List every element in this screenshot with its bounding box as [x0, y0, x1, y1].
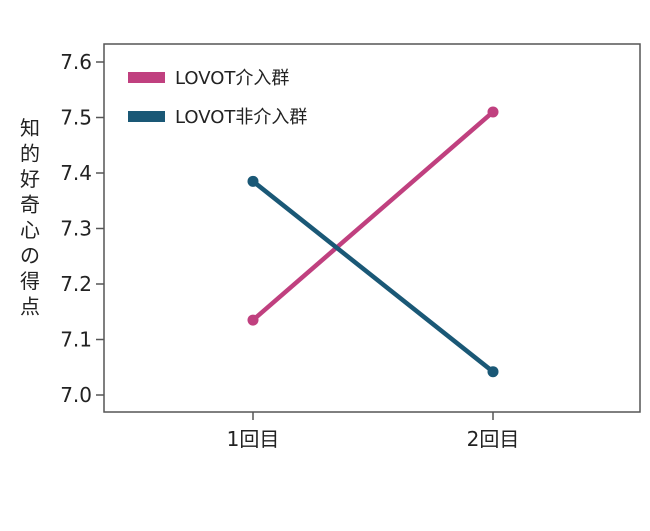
series-line-0	[250, 109, 496, 323]
legend-label: LOVOT介入群	[175, 68, 289, 89]
legend: LOVOT介入群 LOVOT非介入群	[128, 68, 307, 128]
legend-label: LOVOT非介入群	[175, 107, 307, 128]
y-tick-label: 7.5	[60, 106, 92, 130]
x-tick-label: 2回目	[467, 427, 520, 451]
y-tick-label: 7.4	[60, 161, 92, 185]
legend-swatch	[128, 111, 165, 122]
y-tick-label: 7.3	[60, 217, 92, 241]
data-point-0-1	[487, 106, 499, 118]
y-axis-title-text: 知的好奇心の得点	[20, 116, 40, 319]
y-axis: 7.0 7.1 7.2 7.3 7.4 7.5 7.6	[60, 50, 104, 407]
data-point-0-0	[247, 314, 259, 326]
y-tick-label: 7.0	[60, 383, 92, 407]
y-axis-title: 知的好奇心の得点	[20, 116, 40, 319]
y-tick-label: 7.2	[60, 272, 92, 296]
legend-swatch	[128, 72, 165, 83]
y-tick-label: 7.1	[60, 328, 92, 352]
data-point-1-0	[247, 175, 259, 187]
x-axis: 1回目 2回目	[227, 412, 520, 451]
data-point-1-1	[487, 366, 499, 378]
plot-frame	[103, 43, 641, 413]
y-tick-label: 7.6	[60, 50, 92, 74]
series-layer	[247, 106, 499, 378]
series-line-1	[250, 179, 496, 374]
x-tick-label: 1回目	[227, 427, 280, 451]
